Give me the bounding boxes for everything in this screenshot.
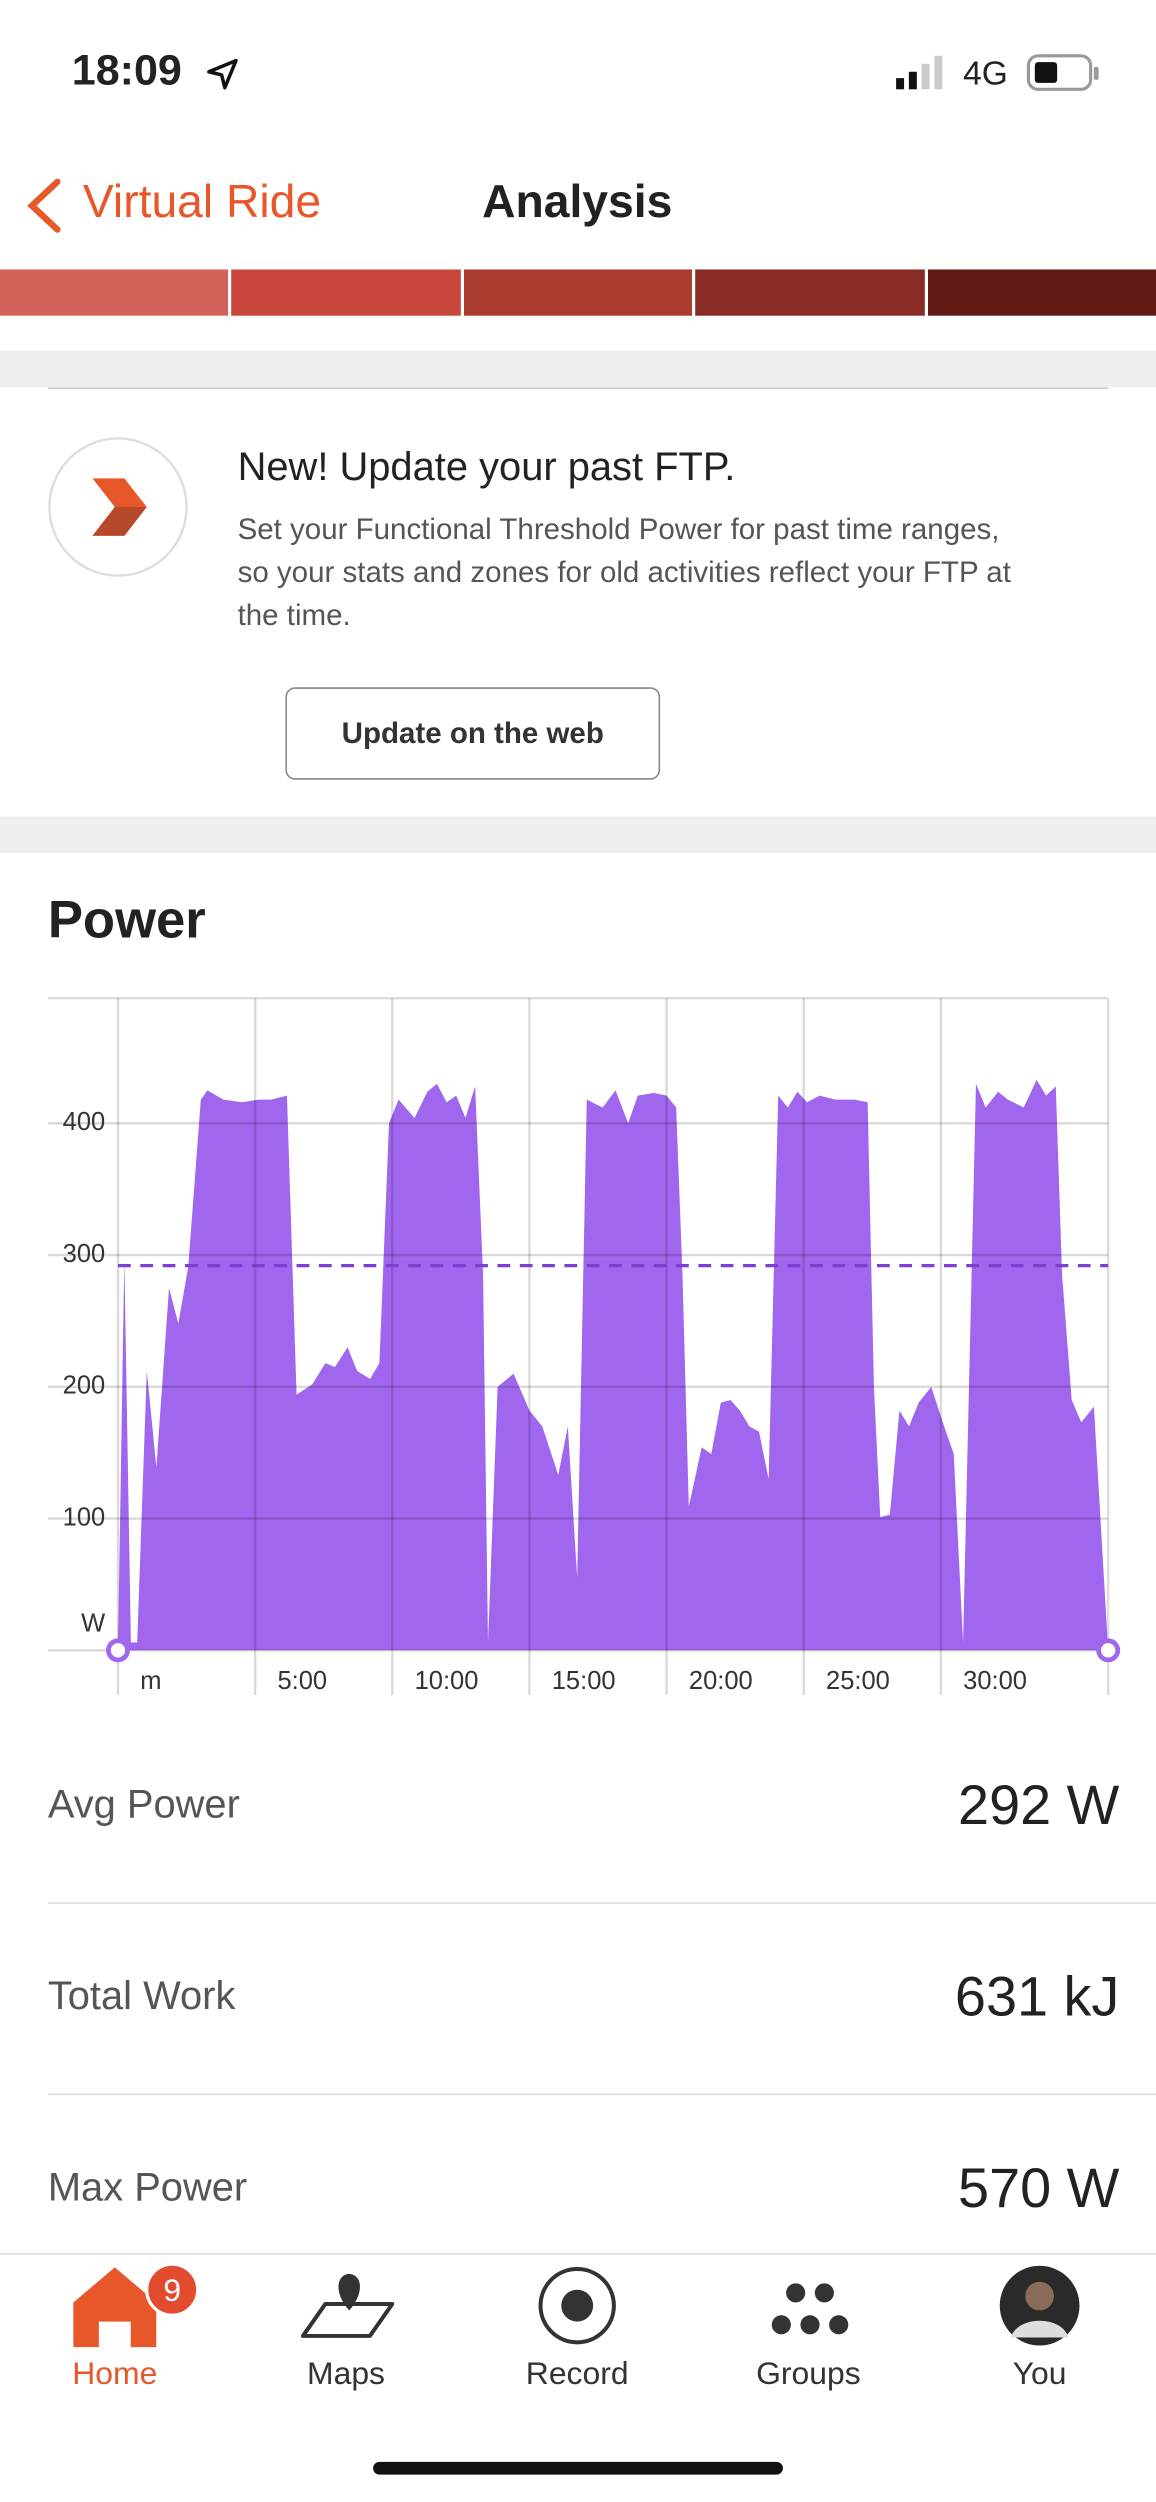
range-handle bbox=[1096, 1638, 1121, 1663]
separator bbox=[0, 350, 1156, 388]
range-handle bbox=[106, 1638, 130, 1663]
stat-value: 292 W bbox=[958, 1774, 1120, 1837]
ftp-title: New! Update your past FTP. bbox=[237, 444, 736, 490]
x-tick-label: 15:00 bbox=[552, 1667, 616, 1695]
chart-title: Power bbox=[47, 889, 206, 949]
ftp-body: Set your Functional Threshold Power for … bbox=[237, 511, 1000, 546]
stat-label: Max Power bbox=[47, 2165, 248, 2210]
groups-icon[interactable] bbox=[765, 2274, 854, 2344]
y-tick-label: 300 bbox=[63, 1240, 106, 1268]
y-tick-label: 400 bbox=[63, 1108, 106, 1136]
stat-label: Total Work bbox=[47, 1973, 236, 2019]
ftp-body: so your stats and zones for old activiti… bbox=[237, 554, 1011, 589]
ftp-icon bbox=[48, 437, 188, 577]
back-chevron[interactable] bbox=[19, 175, 67, 236]
stat-value: 631 kJ bbox=[954, 1966, 1120, 2029]
divider bbox=[47, 2093, 1156, 2096]
back-button[interactable]: Virtual Ride bbox=[82, 176, 322, 229]
tab-label[interactable]: Record bbox=[525, 2356, 629, 2392]
x-tick-label: 30:00 bbox=[963, 1667, 1027, 1695]
y-tick-label: 200 bbox=[63, 1372, 106, 1400]
stat-label: Avg Power bbox=[47, 1782, 240, 1828]
avatar[interactable] bbox=[998, 2264, 1081, 2347]
record-icon[interactable] bbox=[537, 2266, 620, 2349]
power-chart: W 100 200 300 400 m 5:00 10:00 15:00 20:00 25:00 30… bbox=[47, 996, 1121, 1695]
nav-title: Analysis bbox=[482, 176, 673, 229]
ftp-body: the time. bbox=[237, 597, 351, 632]
divider bbox=[47, 387, 1109, 390]
update-button[interactable]: Update on the web bbox=[285, 687, 661, 780]
tab-label[interactable]: Home bbox=[72, 2356, 158, 2392]
divider bbox=[47, 1902, 1156, 1904]
y-tick-label: 100 bbox=[63, 1503, 106, 1531]
tab-label[interactable]: Maps bbox=[307, 2356, 385, 2392]
x-tick-label: 20:00 bbox=[689, 1667, 753, 1695]
x-tick-label: m bbox=[140, 1667, 161, 1695]
x-tick-label: 10:00 bbox=[415, 1667, 479, 1695]
home-indicator bbox=[373, 2461, 783, 2475]
status-time: 18:09 bbox=[71, 46, 182, 95]
battery-icon bbox=[1026, 54, 1099, 91]
zone-bar bbox=[0, 269, 1156, 316]
tab-label[interactable]: Groups bbox=[756, 2356, 861, 2392]
network-label: 4G bbox=[963, 55, 1008, 93]
home-badge: 9 bbox=[163, 2272, 181, 2308]
maps-icon[interactable] bbox=[300, 2269, 396, 2342]
power-area bbox=[117, 1079, 1109, 1651]
x-tick-label: 5:00 bbox=[277, 1667, 327, 1695]
location-icon bbox=[207, 58, 238, 90]
tab-label[interactable]: You bbox=[1012, 2356, 1067, 2392]
y-tick-label: W bbox=[81, 1610, 105, 1638]
separator bbox=[0, 816, 1156, 854]
home-icon[interactable]: 9 bbox=[70, 2261, 214, 2357]
x-tick-label: 25:00 bbox=[826, 1667, 890, 1695]
stat-value: 570 W bbox=[958, 2157, 1120, 2220]
signal-icon bbox=[896, 55, 943, 90]
